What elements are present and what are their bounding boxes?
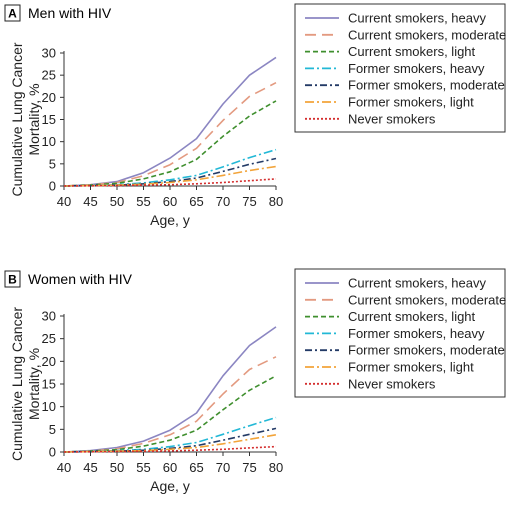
legend-label: Current smokers, light (348, 309, 476, 324)
legend-label: Former smokers, moderate (348, 343, 505, 358)
x-tick-label: 60 (163, 194, 177, 209)
x-tick-label: 40 (57, 194, 71, 209)
axes: 0 5 10 15 20 25 30 40 45 50 55 60 65 70 75 80 Age, y Cumu… (9, 307, 283, 494)
series-line-1 (63, 326, 277, 453)
y-tick-label: 30 (42, 46, 56, 61)
panel-letter-box (4, 4, 21, 22)
legend-label: Current smokers, heavy (348, 276, 486, 291)
y-tick-label: 5 (49, 422, 56, 437)
y-tick-label: 0 (49, 445, 56, 460)
x-tick-label: 65 (189, 194, 203, 209)
legend-label: Former smokers, moderate (348, 78, 505, 93)
y-tick-label: 15 (42, 377, 56, 392)
legend-label: Current smokers, moderate (348, 27, 506, 42)
x-tick-label: 70 (216, 460, 230, 475)
y-tick-label: 5 (49, 156, 56, 171)
y-axis-title: Cumulative Lung CancerMortality, % (9, 42, 42, 196)
series-group (63, 56, 277, 187)
x-tick-label: 45 (83, 194, 97, 209)
legend-label: Current smokers, heavy (348, 11, 486, 26)
y-axis-title: Cumulative Lung CancerMortality, % (9, 307, 42, 461)
y-tick-label: 25 (42, 331, 56, 346)
x-tick-label: 55 (136, 194, 150, 209)
y-tick-label: 10 (42, 399, 56, 414)
y-tick-label: 15 (42, 112, 56, 127)
legend-label: Former smokers, light (348, 95, 474, 110)
y-tick-label: 30 (42, 309, 56, 324)
y-axis-title-line: Cumulative Lung Cancer (9, 307, 25, 461)
series-line-3 (63, 100, 277, 187)
y-tick-label: 20 (42, 354, 56, 369)
x-tick-label: 50 (110, 194, 124, 209)
x-tick-label: 50 (110, 460, 124, 475)
series-line-3 (63, 375, 277, 453)
series-line-6 (63, 434, 277, 453)
x-axis-title: Age, y (150, 212, 190, 228)
x-tick-label: 70 (216, 194, 230, 209)
y-tick-label: 25 (42, 68, 56, 83)
y-tick-label: 20 (42, 90, 56, 105)
x-axis-title: Age, y (150, 478, 190, 494)
series-line-6 (63, 165, 277, 187)
series-line-7 (63, 178, 277, 187)
x-tick-label: 55 (136, 460, 150, 475)
panel-letter: A (8, 7, 17, 21)
legend-label: Former smokers, heavy (348, 326, 485, 341)
panel-letter-box (4, 270, 21, 288)
y-axis-title-line: Cumulative Lung Cancer (9, 42, 25, 196)
series-line-7 (63, 445, 277, 453)
x-tick-label: 45 (83, 460, 97, 475)
legend-label: Current smokers, moderate (348, 292, 506, 307)
series-line-2 (63, 81, 277, 187)
x-tick-label: 40 (57, 460, 71, 475)
legend-label: Former smokers, heavy (348, 61, 485, 76)
y-axis-title-line: Mortality, % (26, 83, 42, 155)
y-axis-title-line: Mortality, % (26, 348, 42, 420)
panel-b: B Women with HIV 0 5 10 15 20 25 30 40 45 50 55 60 65 7… (4, 268, 506, 494)
legend-label: Former smokers, light (348, 360, 474, 375)
panel-a: A Men with HIV 0 5 10 15 20 25 30 40 45 50 55 60 65 70 7… (4, 3, 506, 228)
legend-label: Current smokers, light (348, 44, 476, 59)
panel-title: Men with HIV (28, 5, 112, 21)
y-tick-label: 10 (42, 134, 56, 149)
panel-letter: B (8, 273, 17, 287)
legend-label: Never smokers (348, 111, 436, 126)
x-tick-label: 60 (163, 460, 177, 475)
x-tick-label: 65 (189, 460, 203, 475)
x-tick-label: 80 (269, 194, 283, 209)
series-line-2 (63, 356, 277, 453)
axes: 0 5 10 15 20 25 30 40 45 50 55 60 65 70 75 80 Age, y Cumu… (9, 42, 283, 228)
y-tick-label: 0 (49, 179, 56, 194)
panel-title: Women with HIV (28, 271, 133, 287)
x-tick-label: 75 (242, 460, 256, 475)
series-group (63, 326, 277, 453)
x-tick-label: 75 (242, 194, 256, 209)
legend-label: Never smokers (348, 376, 436, 391)
x-tick-label: 80 (269, 460, 283, 475)
series-line-1 (63, 56, 277, 187)
